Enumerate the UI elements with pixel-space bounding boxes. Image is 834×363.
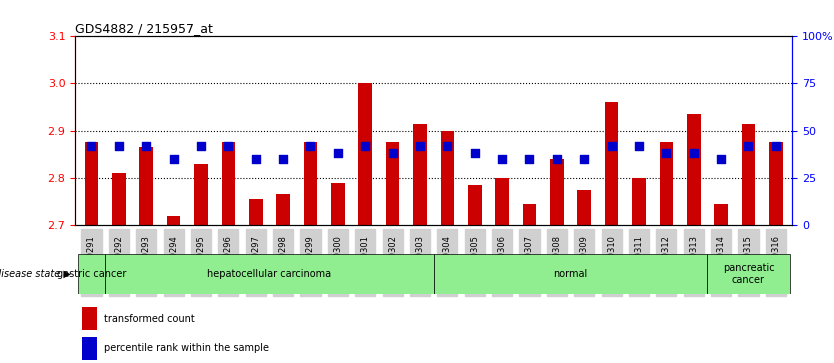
Bar [440,131,455,225]
Text: GDS4882 / 215957_at: GDS4882 / 215957_at [75,22,213,35]
Point [660,150,673,156]
Bar [769,143,783,225]
Point [578,156,591,162]
Bar [84,143,98,225]
Bar [139,147,153,225]
Bar [83,307,97,330]
Bar [660,143,673,225]
Point [331,150,344,156]
Bar [495,178,509,225]
Point [414,143,427,149]
Text: pancreatic
cancer: pancreatic cancer [723,263,774,285]
Point [386,150,399,156]
Bar [687,114,701,225]
Point [194,143,208,149]
Bar [468,185,481,225]
Bar [304,143,317,225]
Point [440,143,454,149]
Point [139,143,153,149]
Point [715,156,728,162]
Point [769,143,782,149]
FancyBboxPatch shape [105,254,434,294]
Point [359,143,372,149]
FancyBboxPatch shape [707,254,790,294]
Point [687,150,701,156]
Text: percentile rank within the sample: percentile rank within the sample [103,343,269,353]
Bar [386,143,399,225]
Bar [413,124,427,225]
Text: normal: normal [554,269,588,279]
Text: gastric cancer: gastric cancer [57,269,126,279]
Bar [359,83,372,225]
Text: transformed count: transformed count [103,314,194,323]
Bar [605,102,619,225]
Bar [112,173,126,225]
Point [249,156,263,162]
Point [113,143,126,149]
Bar [523,204,536,225]
Bar [577,190,591,225]
Point [85,143,98,149]
FancyBboxPatch shape [434,254,707,294]
Point [304,143,317,149]
Point [605,143,618,149]
FancyBboxPatch shape [78,254,105,294]
Point [550,156,564,162]
Point [632,143,646,149]
Bar [550,159,564,225]
Point [741,143,755,149]
Point [523,156,536,162]
Bar [331,183,344,225]
Point [167,156,180,162]
Bar [249,199,263,225]
Text: disease state ▶: disease state ▶ [0,269,71,279]
Point [495,156,509,162]
Point [222,143,235,149]
Bar [83,337,97,360]
Text: hepatocellular carcinoma: hepatocellular carcinoma [208,269,331,279]
Bar [194,164,208,225]
Bar [741,124,756,225]
Bar [222,143,235,225]
Point [468,150,481,156]
Bar [167,216,180,225]
Bar [276,195,290,225]
Bar [632,178,646,225]
Point [276,156,289,162]
Bar [714,204,728,225]
